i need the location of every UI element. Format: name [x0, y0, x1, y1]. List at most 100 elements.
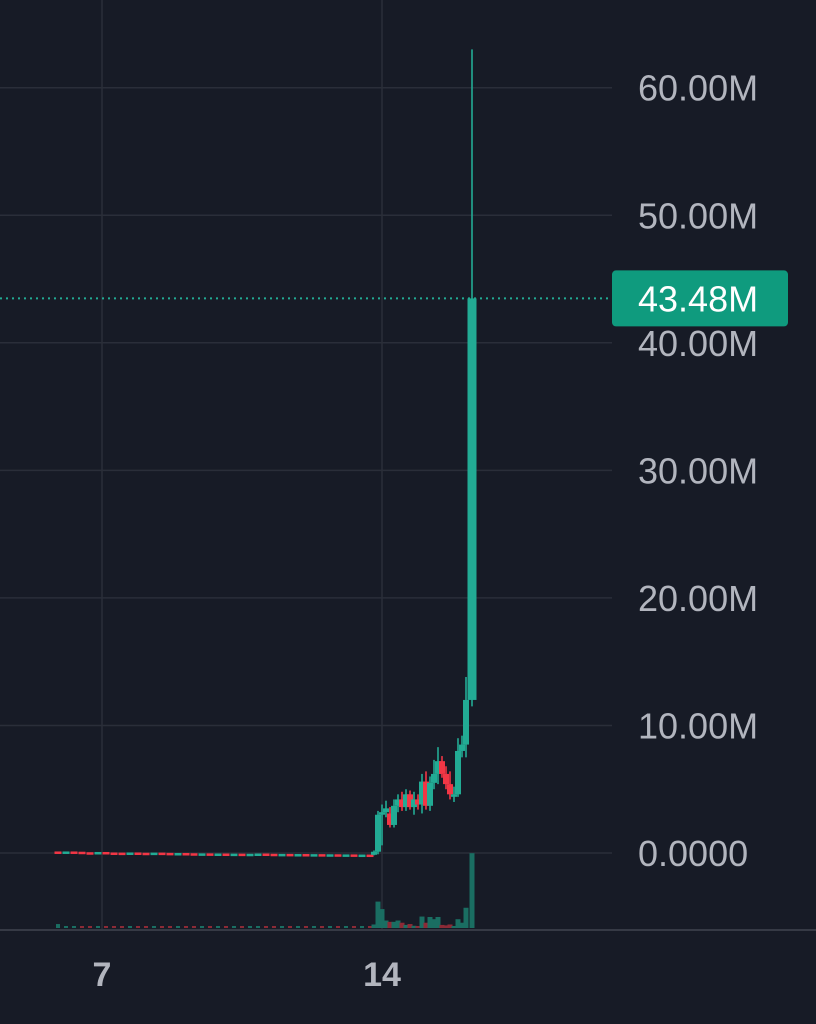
- volume-bar: [80, 926, 84, 928]
- candle-body: [182, 853, 190, 856]
- candle: [118, 852, 126, 856]
- candle-body: [126, 852, 134, 855]
- candle-body: [419, 781, 425, 805]
- candle-body: [270, 853, 278, 857]
- candle: [366, 854, 374, 858]
- candle-body: [358, 854, 366, 858]
- candle: [70, 851, 78, 854]
- candle-body: [278, 853, 286, 857]
- candle: [467, 49, 477, 707]
- candle-body: [142, 852, 150, 856]
- candle-body: [78, 851, 86, 855]
- candle-body: [379, 812, 385, 815]
- candle: [134, 852, 142, 855]
- candle: [310, 854, 318, 857]
- candle-body: [134, 852, 142, 855]
- candle: [342, 854, 350, 857]
- volume-bar: [288, 926, 292, 928]
- candle-body: [439, 761, 445, 774]
- y-tick-label: 20.00M: [638, 578, 758, 619]
- candle: [190, 853, 198, 856]
- y-tick-label: 10.00M: [638, 705, 758, 746]
- candle-body: [62, 851, 70, 854]
- candle: [222, 853, 230, 857]
- volume-bar: [427, 917, 433, 928]
- volume-bar: [160, 926, 164, 928]
- candle-body: [399, 799, 405, 808]
- candle-body: [206, 853, 214, 856]
- candle: [278, 853, 286, 857]
- candle: [447, 771, 453, 800]
- candle: [318, 854, 326, 857]
- candle: [302, 854, 310, 857]
- volume-bar: [112, 926, 116, 928]
- volume-bar: [208, 926, 212, 928]
- candle-body: [342, 854, 350, 857]
- candle: [62, 851, 70, 854]
- volume-bar: [455, 919, 461, 928]
- candle-body: [166, 852, 174, 856]
- candle-body: [334, 854, 342, 857]
- candle: [334, 854, 342, 857]
- candle-body: [366, 854, 374, 858]
- candle-body: [150, 852, 158, 856]
- volume-bar: [423, 922, 429, 928]
- candle: [150, 852, 158, 856]
- candle: [142, 852, 150, 856]
- candle: [230, 853, 238, 857]
- volume-bar: [379, 909, 385, 928]
- x-axis[interactable]: 7 14: [0, 929, 816, 994]
- volume-bar: [383, 920, 389, 928]
- candle: [375, 810, 381, 855]
- candle: [286, 853, 294, 857]
- volume-bar: [168, 926, 172, 928]
- candle: [419, 773, 425, 814]
- candle: [463, 676, 469, 758]
- candle: [238, 853, 246, 857]
- volume-bar: [387, 921, 393, 928]
- volume-bar: [96, 926, 100, 928]
- candle-body: [411, 799, 417, 808]
- volume-bar: [216, 926, 220, 928]
- candle-body: [326, 854, 334, 857]
- candle: [439, 756, 445, 778]
- y-tick-label: 40.00M: [638, 323, 758, 364]
- candle: [158, 852, 166, 856]
- candle-body: [86, 852, 94, 855]
- candle-body: [443, 773, 449, 785]
- candle: [358, 854, 366, 858]
- candle: [411, 791, 417, 815]
- candle: [110, 852, 118, 855]
- volume-bar: [280, 926, 284, 928]
- candle: [54, 851, 62, 854]
- volume-bars: [56, 853, 475, 928]
- volume-bar: [371, 924, 377, 928]
- candle-body: [447, 784, 453, 795]
- volume-bar: [435, 917, 441, 928]
- y-axis[interactable]: 0.0000 10.00M 20.00M 30.00M 40.00M 50.00M 60.0…: [638, 68, 758, 874]
- candle: [166, 852, 174, 856]
- y-tick-label: 60.00M: [638, 68, 758, 109]
- candle: [403, 789, 409, 811]
- candle-body: [375, 814, 381, 852]
- volume-bar: [56, 924, 60, 928]
- candle: [407, 790, 413, 810]
- volume-bar: [272, 926, 276, 928]
- candle: [206, 853, 214, 856]
- candle-body: [463, 699, 469, 745]
- candle: [326, 854, 334, 857]
- candle-body: [54, 851, 62, 854]
- volume-bar: [431, 919, 437, 928]
- volume-bar: [463, 907, 469, 928]
- volume-bar: [104, 926, 108, 928]
- candle: [214, 853, 222, 857]
- volume-bar: [411, 925, 417, 928]
- candle-body: [190, 853, 198, 856]
- candle: [435, 747, 441, 785]
- candle-body: [407, 794, 413, 808]
- volume-bar: [312, 926, 316, 928]
- candle-body: [94, 851, 102, 855]
- volume-bar: [144, 926, 148, 928]
